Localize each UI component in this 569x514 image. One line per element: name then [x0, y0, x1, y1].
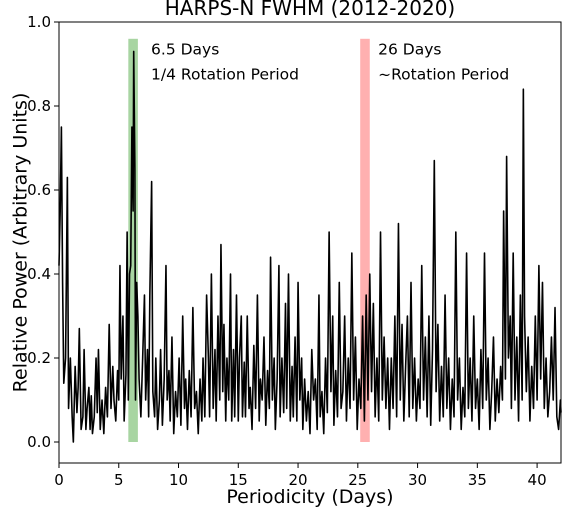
y-tick-label: 0.0	[27, 433, 51, 451]
y-tick-label: 1.0	[27, 13, 51, 31]
highlight-bands	[128, 38, 370, 443]
x-tick-label: 5	[114, 471, 124, 489]
periodogram-series	[58, 50, 562, 443]
y-axis-title: Relative Power (Arbitrary Units)	[10, 93, 32, 393]
x-tick-label: 20	[289, 471, 308, 489]
y-tick-label: 0.2	[27, 349, 51, 367]
x-tick-label: 35	[468, 471, 487, 489]
x-tick-label: 10	[169, 471, 188, 489]
x-tick-label: 0	[54, 471, 64, 489]
x-tick-label: 30	[408, 471, 427, 489]
y-axis-ticks: 0.0 0.2 0.4 0.6 0.8 1.0	[27, 13, 59, 451]
x-tick-label: 25	[348, 471, 367, 489]
y-tick-label: 0.4	[27, 265, 51, 283]
highlight-band-2	[360, 38, 370, 443]
axes-frame	[58, 21, 562, 464]
y-tick-label: 0.6	[27, 181, 51, 199]
y-tick-label: 0.8	[27, 97, 51, 115]
x-tick-label: 15	[229, 471, 248, 489]
series-line-1	[58, 50, 562, 443]
annotation-1-line-2: 1/4 Rotation Period	[151, 66, 299, 84]
annotations: 6.5 Days 1/4 Rotation Period 26 Days ~Rotat…	[151, 40, 509, 83]
annotation-2-line-1: 26 Days	[378, 40, 441, 58]
highlight-band-1	[128, 38, 138, 443]
annotation-1-line-1: 6.5 Days	[151, 40, 219, 58]
x-tick-label: 40	[528, 471, 547, 489]
x-axis-ticks: 0 5 10 15 20 25 30 35 40	[54, 463, 547, 489]
x-axis-title: Periodicity (Days)	[226, 486, 393, 508]
chart-title: HARPS-N FWHM (2012-2020)	[165, 0, 455, 20]
annotation-2-line-2: ~Rotation Period	[378, 66, 509, 84]
